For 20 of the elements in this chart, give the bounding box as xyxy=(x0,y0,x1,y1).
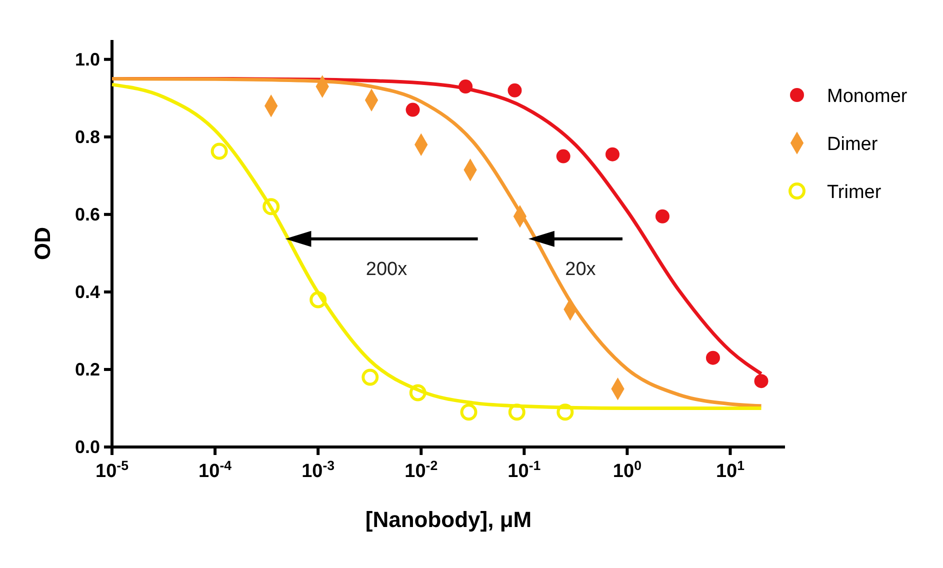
y-tick-label: 0.8 xyxy=(74,126,100,147)
x-tick-label: 10$^{-4}$ xyxy=(198,458,232,482)
legend-label: Dimer xyxy=(827,134,878,155)
annotation: 200x xyxy=(366,258,408,280)
y-tick-label: 0.6 xyxy=(74,204,100,224)
annotation: 20x xyxy=(565,258,596,280)
y-tick-label: 0.4 xyxy=(74,282,100,302)
x-axis-title: [Nanobody], μM xyxy=(365,507,532,532)
x-tick-label: 10$^{-3}$ xyxy=(302,458,335,482)
y-tick-label: 0.0 xyxy=(74,437,100,457)
x-tick-label: 10$^{-1}$ xyxy=(508,458,542,482)
y-tick-label: 0.2 xyxy=(74,359,100,380)
x-tick-label: 10$^{1}$ xyxy=(716,458,746,482)
y-tick-label: 1.0 xyxy=(74,49,100,70)
y-axis-title: OD xyxy=(30,227,55,260)
x-tick-label: 10$^{-2}$ xyxy=(404,458,438,482)
legend-label: Monomer xyxy=(827,86,908,107)
x-tick-label: 10$^{-5}$ xyxy=(96,458,130,482)
legend-label: Trimer xyxy=(827,182,882,203)
x-tick-label: 10$^{0}$ xyxy=(612,458,642,482)
